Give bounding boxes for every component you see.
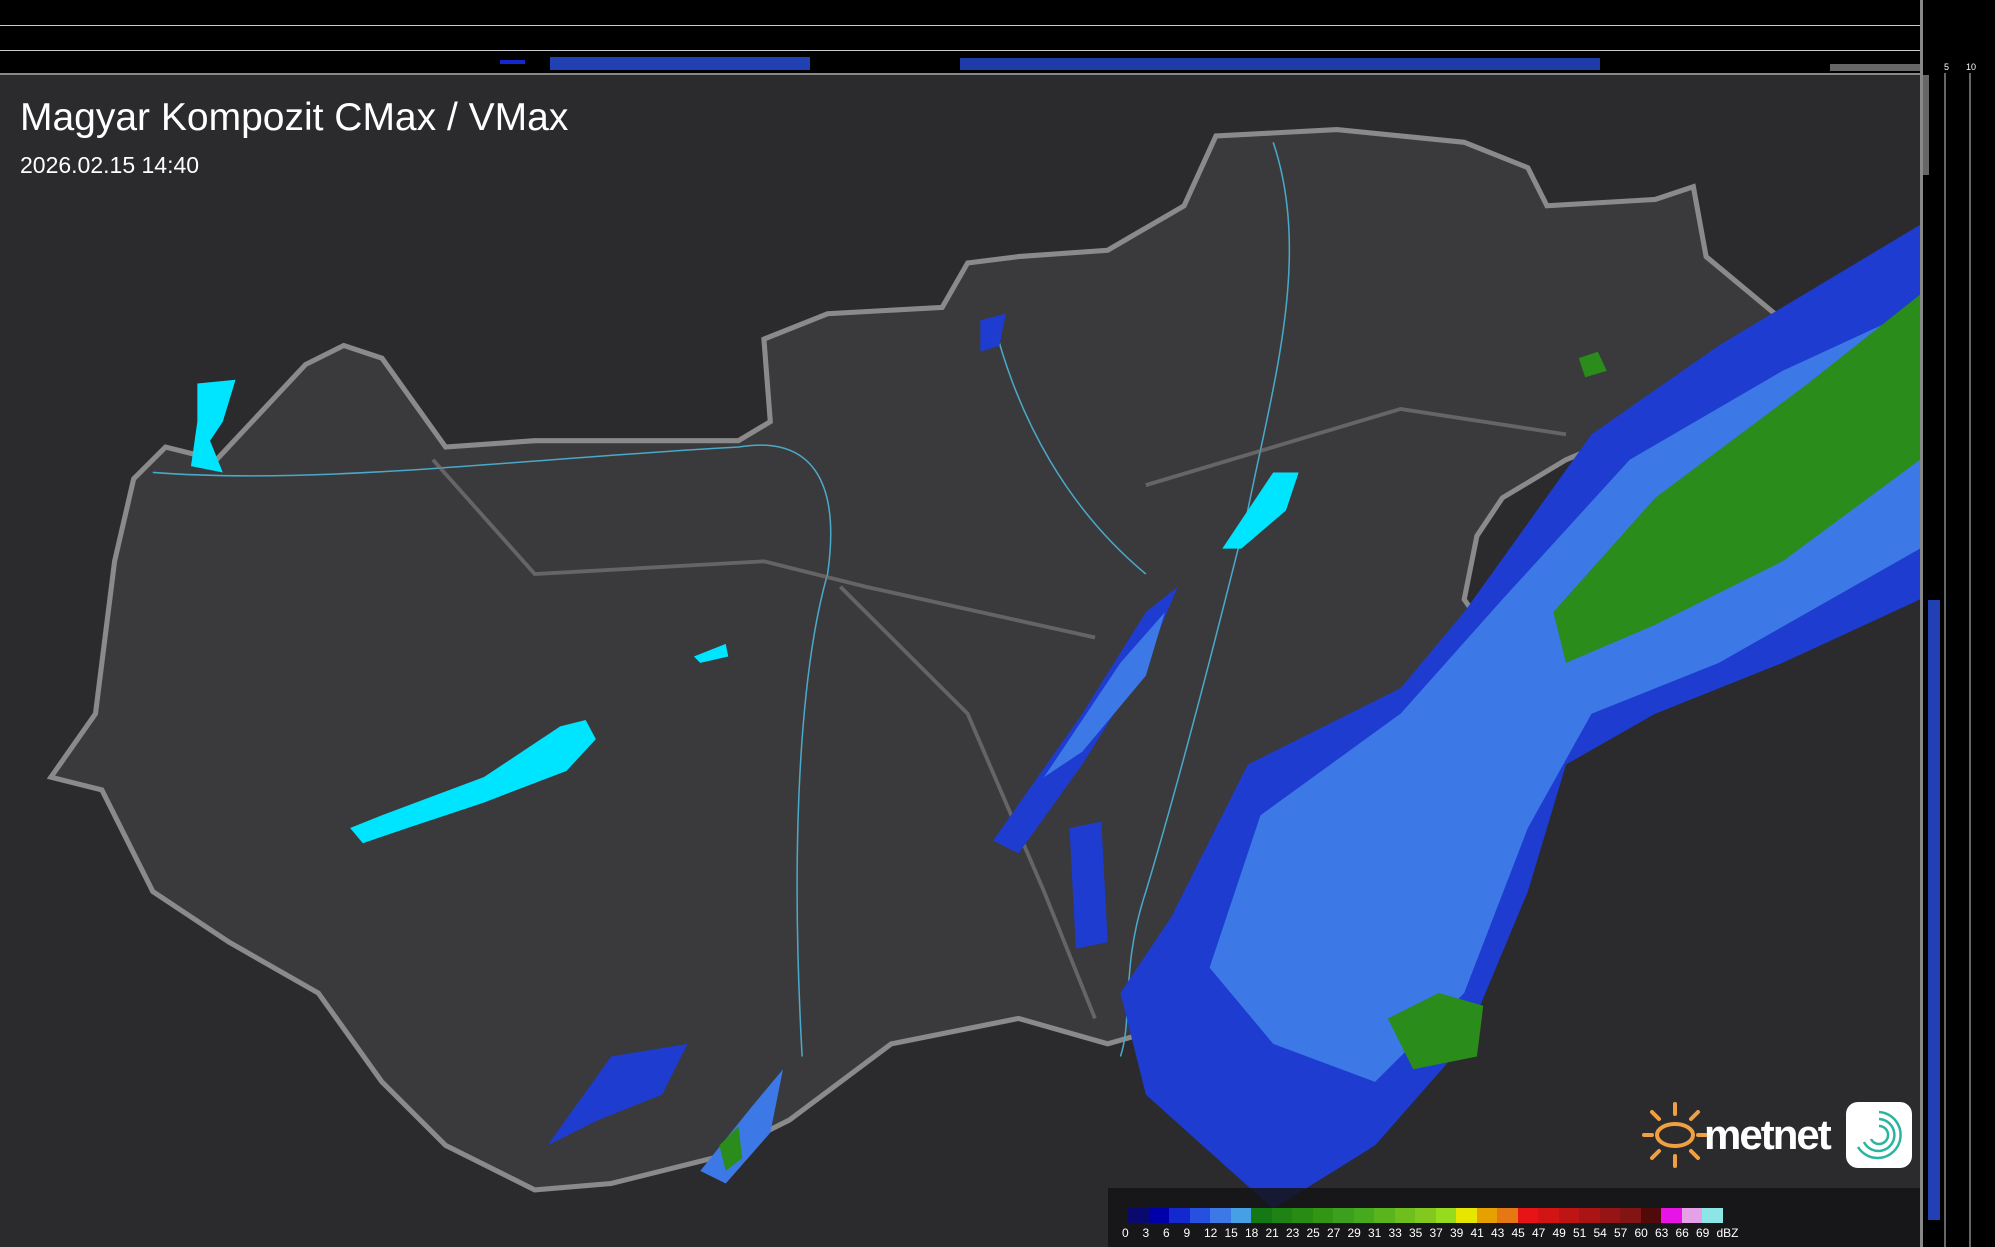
legend-label: 23 — [1286, 1226, 1300, 1240]
vertical-profile-top — [0, 0, 1920, 75]
legend-swatch — [1128, 1208, 1149, 1223]
legend-label: 37 — [1429, 1226, 1443, 1240]
legend-swatch — [1681, 1208, 1702, 1223]
legend-swatch — [1415, 1208, 1436, 1223]
legend-label: 57 — [1614, 1226, 1628, 1240]
legend-labels: 0 3 6 9 12 15 18 21 23 25 27 29 31 33 35 37 39 41 43 45 47 49… — [1122, 1226, 1739, 1240]
precipitation-echoes — [547, 224, 1920, 1209]
legend-label: 18 — [1245, 1226, 1259, 1240]
legend-swatch — [1620, 1208, 1641, 1223]
legend-label: 0 — [1122, 1226, 1129, 1240]
legend-label: 27 — [1327, 1226, 1341, 1240]
legend-swatch — [1353, 1208, 1374, 1223]
gridline — [0, 25, 1920, 26]
legend-label: 6 — [1163, 1226, 1170, 1240]
legend-label: 9 — [1183, 1226, 1191, 1240]
legend-swatch — [1456, 1208, 1477, 1223]
legend-swatch — [1271, 1208, 1292, 1223]
vertical-profile-right — [1920, 0, 1995, 1247]
lakes — [190, 379, 1299, 844]
legend-label: 21 — [1265, 1226, 1279, 1240]
legend-swatch — [1517, 1208, 1538, 1223]
metnet-logo: metnet — [1640, 1100, 1912, 1170]
radar-map[interactable] — [0, 75, 1920, 1247]
lake-velence — [693, 643, 729, 663]
map-title: Magyar Kompozit CMax / VMax — [20, 96, 569, 139]
legend-swatch — [1476, 1208, 1497, 1223]
legend-swatch — [1579, 1208, 1600, 1223]
legend-swatch — [1312, 1208, 1333, 1223]
rivers — [152, 142, 1291, 1057]
dbz-color-legend: 0 3 6 9 12 15 18 21 23 25 27 29 31 33 35 37 39 41 43 45 47 49… — [1108, 1188, 1920, 1247]
legend-label: 41 — [1470, 1226, 1484, 1240]
legend-label: 35 — [1409, 1226, 1423, 1240]
legend-label: 25 — [1306, 1226, 1320, 1240]
legend-swatch — [1394, 1208, 1415, 1223]
legend-label: 51 — [1573, 1226, 1587, 1240]
legend-swatch — [1640, 1208, 1661, 1223]
lake-neusiedl — [190, 379, 236, 473]
legend-swatch — [1333, 1208, 1354, 1223]
legend-swatch — [1189, 1208, 1210, 1223]
legend-unit: dBZ — [1716, 1226, 1739, 1240]
legend-label: 15 — [1224, 1226, 1238, 1240]
legend-swatch — [1169, 1208, 1190, 1223]
legend-swatch — [1374, 1208, 1395, 1223]
legend-label: 47 — [1532, 1226, 1546, 1240]
lake-tisza — [1222, 472, 1299, 549]
legend-swatch — [1148, 1208, 1169, 1223]
legend-label: 60 — [1634, 1226, 1648, 1240]
tick-label: 10 — [1966, 62, 1977, 72]
legend-swatch — [1702, 1208, 1723, 1223]
legend-label: 54 — [1593, 1226, 1607, 1240]
legend-label: 69 — [1696, 1226, 1710, 1240]
legend-label: 33 — [1388, 1226, 1402, 1240]
legend-swatch — [1558, 1208, 1579, 1223]
legend-swatch — [1497, 1208, 1518, 1223]
legend-label: 45 — [1511, 1226, 1525, 1240]
gridline — [0, 50, 1920, 51]
legend-label: 66 — [1675, 1226, 1689, 1240]
legend-swatch — [1210, 1208, 1231, 1223]
legend-swatch — [1251, 1208, 1272, 1223]
county-borders — [431, 407, 1567, 1020]
logo-text: metnet — [1704, 1111, 1832, 1158]
legend-swatch — [1538, 1208, 1559, 1223]
legend-label: 12 — [1204, 1226, 1218, 1240]
legend-swatch — [1292, 1208, 1313, 1223]
sun-logo-icon — [1642, 1102, 1708, 1168]
lake-balaton — [350, 720, 596, 844]
legend-label: 49 — [1552, 1226, 1566, 1240]
profile-echoes — [500, 57, 1920, 71]
legend-label: 63 — [1655, 1226, 1669, 1240]
legend-swatch — [1230, 1208, 1251, 1223]
legend-label: 3 — [1142, 1226, 1150, 1240]
legend-swatch — [1661, 1208, 1682, 1223]
tick-label: 5 — [1944, 62, 1950, 72]
legend-label: 31 — [1368, 1226, 1382, 1240]
legend-color-bar — [1128, 1208, 1723, 1223]
map-timestamp: 2026.02.15 14:40 — [20, 152, 200, 178]
legend-label: 39 — [1450, 1226, 1464, 1240]
legend-swatch — [1599, 1208, 1620, 1223]
legend-label: 43 — [1491, 1226, 1505, 1240]
legend-label: 29 — [1347, 1226, 1361, 1240]
app-icon — [1845, 1102, 1912, 1168]
legend-swatch — [1435, 1208, 1456, 1223]
